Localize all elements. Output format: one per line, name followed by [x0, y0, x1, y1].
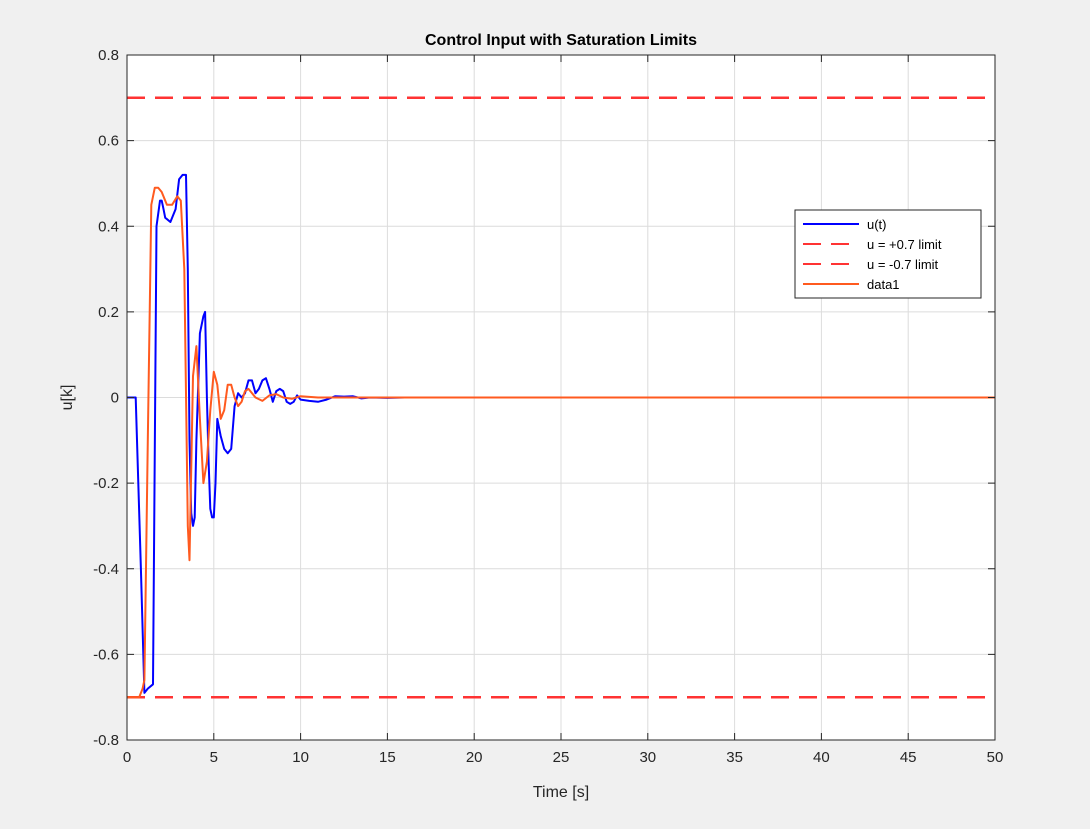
- y-tick-label: 0.8: [98, 47, 119, 64]
- x-tick-label: 5: [210, 749, 218, 766]
- x-tick-label: 10: [292, 749, 309, 766]
- series-layer: [127, 96, 995, 699]
- y-tick-label: 0.6: [98, 133, 119, 150]
- x-tick-label: 35: [726, 749, 743, 766]
- legend: u(t) u = +0.7 limit u = -0.7 limit data1: [794, 209, 982, 299]
- y-tick-label: -0.4: [93, 561, 119, 578]
- x-tick-label: 45: [900, 749, 917, 766]
- x-tick-label: 15: [379, 749, 396, 766]
- x-tick-label: 20: [466, 749, 483, 766]
- legend-label: u = -0.7 limit: [867, 257, 939, 272]
- y-tick-label: 0.4: [98, 218, 119, 235]
- series-line-data1: [127, 186, 995, 699]
- legend-label: u = +0.7 limit: [867, 237, 942, 252]
- y-tick-label: 0: [111, 390, 119, 407]
- x-tick-label: 30: [639, 749, 656, 766]
- ticks: 0 5 10 15 20 25 30 35 40 45 50 -0.8 -0.6 -0.4 -0.2 0 0.2…: [93, 47, 1003, 766]
- x-axis-label: Time [s]: [533, 784, 589, 801]
- y-tick-label: -0.6: [93, 646, 119, 663]
- x-tick-label: 40: [813, 749, 830, 766]
- chart-title: Control Input with Saturation Limits: [425, 32, 697, 49]
- x-tick-label: 25: [553, 749, 570, 766]
- legend-label: data1: [867, 277, 900, 292]
- series-line-u-t: [127, 173, 440, 694]
- legend-label: u(t): [867, 217, 887, 232]
- y-tick-label: -0.2: [93, 475, 119, 492]
- y-tick-label: 0.2: [98, 304, 119, 321]
- y-tick-label: -0.8: [93, 732, 119, 749]
- x-tick-label: 0: [123, 749, 131, 766]
- y-axis-label: u[k]: [59, 385, 76, 411]
- x-tick-label: 50: [987, 749, 1004, 766]
